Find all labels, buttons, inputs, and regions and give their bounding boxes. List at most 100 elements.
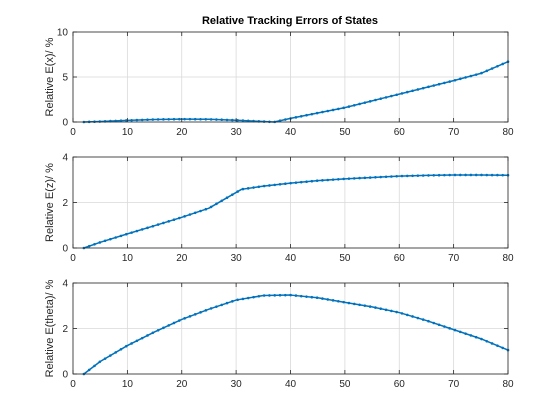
data-point [273,294,277,297]
data-point [485,173,489,177]
data-point [252,295,255,299]
data-point [284,293,287,297]
data-point [215,118,218,121]
data-point [162,221,165,225]
data-point [501,62,505,66]
x-tick-label: 10 [122,379,134,390]
x-tick-label: 70 [448,127,460,138]
data-point [225,196,229,200]
data-point [352,177,356,180]
data-point [405,313,409,317]
data-point [193,117,197,121]
data-point [294,294,298,297]
y-tick-label: 4 [62,279,68,290]
data-point [416,88,420,91]
x-tick-label: 0 [70,127,76,138]
data-point [421,174,425,177]
data-point [437,82,441,86]
data-point [167,220,170,223]
data-point [156,328,160,332]
data-point [178,117,181,121]
data-point [172,117,176,121]
data-point [103,239,107,243]
x-tick-label: 20 [176,379,188,390]
data-point [453,78,457,82]
data-point [331,108,335,112]
data-point [294,181,298,184]
data-point [331,299,335,302]
data-point [183,215,186,218]
data-point [390,309,393,313]
data-point [458,173,462,177]
data-point [236,118,239,122]
data-point [368,305,372,308]
data-point [411,89,414,93]
data-point [331,178,335,181]
data-point [474,335,478,339]
data-point [464,332,467,335]
data-point [140,336,144,340]
data-point [135,339,139,343]
x-tick-label: 50 [339,379,351,390]
data-point [188,315,192,318]
data-point [501,346,505,350]
data-point [188,213,192,216]
data-point [246,296,250,300]
data-point [246,187,250,190]
data-point [347,105,351,108]
data-point [93,364,96,368]
x-tick-label: 40 [285,379,297,390]
data-point [231,118,234,122]
data-point [109,354,112,357]
data-point [374,98,377,102]
data-point [119,119,123,122]
data-point [400,312,404,315]
data-point [458,77,462,81]
x-tick-label: 10 [122,253,134,264]
data-point [146,334,149,337]
data-point [193,211,197,215]
data-point [156,223,160,226]
y-tick-label: 2 [62,324,68,335]
data-point [326,298,330,301]
data-point [172,321,176,325]
data-point [411,174,414,178]
series-line-1 [83,61,509,123]
data-point [416,174,420,177]
data-point [374,176,377,179]
data-point [374,306,377,309]
data-point [119,348,123,351]
data-point [278,293,282,297]
data-point [432,84,436,87]
x-tick-label: 70 [448,379,460,390]
y-axis-label-1: Relative E(x)/ % [44,37,56,116]
data-point [358,303,361,307]
data-point [299,114,303,118]
data-point [390,94,393,98]
data-point [252,186,255,189]
data-point [209,205,213,209]
data-point [363,101,367,104]
data-point [225,118,229,122]
data-point [480,173,483,177]
data-point [342,177,345,181]
data-point [496,173,499,177]
data-point [289,181,292,185]
data-point [98,241,102,244]
data-point [130,342,133,345]
data-point [443,81,446,85]
data-point [204,117,208,121]
data-point [130,118,133,122]
data-point [352,302,356,306]
data-point [178,319,181,322]
data-point [432,174,436,177]
data-point [427,85,430,89]
data-point [193,313,197,316]
data-point [474,73,478,76]
data-point [337,299,340,303]
x-tick-label: 30 [231,379,243,390]
data-point [162,118,165,121]
data-point [299,294,303,298]
data-point [337,177,340,181]
data-point [289,293,292,297]
